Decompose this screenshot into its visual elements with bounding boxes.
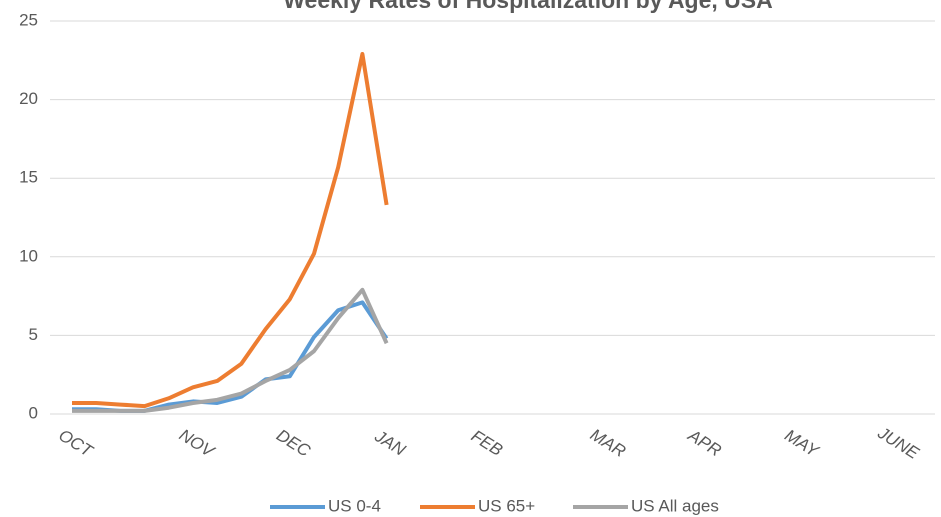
series-line — [72, 287, 389, 413]
x-tick-label: OCT — [55, 426, 97, 462]
chart-title: Weekly Rates of Hospitalization by Age, … — [283, 0, 773, 13]
x-tick-label: JUNE — [874, 423, 923, 464]
x-tick-label: DEC — [273, 426, 314, 462]
x-tick-label: NOV — [176, 425, 219, 462]
y-tick-label: 5 — [29, 325, 38, 344]
series-line — [72, 52, 389, 409]
y-tick-label: 20 — [19, 89, 38, 108]
y-tick-label: 0 — [29, 403, 38, 422]
y-tick-label: 10 — [19, 246, 38, 265]
x-tick-label: JAN — [371, 426, 410, 460]
legend-label: US 0-4 — [328, 496, 381, 515]
x-tick-label: APR — [684, 425, 725, 460]
y-tick-label: 25 — [19, 10, 38, 29]
x-tick-label: FEB — [468, 426, 506, 460]
legend-label: US 65+ — [478, 496, 535, 515]
y-tick-label: 15 — [19, 168, 38, 187]
legend-label: US All ages — [631, 496, 719, 515]
x-tick-label: MAY — [781, 426, 823, 462]
x-tick-label: MAR — [587, 425, 629, 461]
